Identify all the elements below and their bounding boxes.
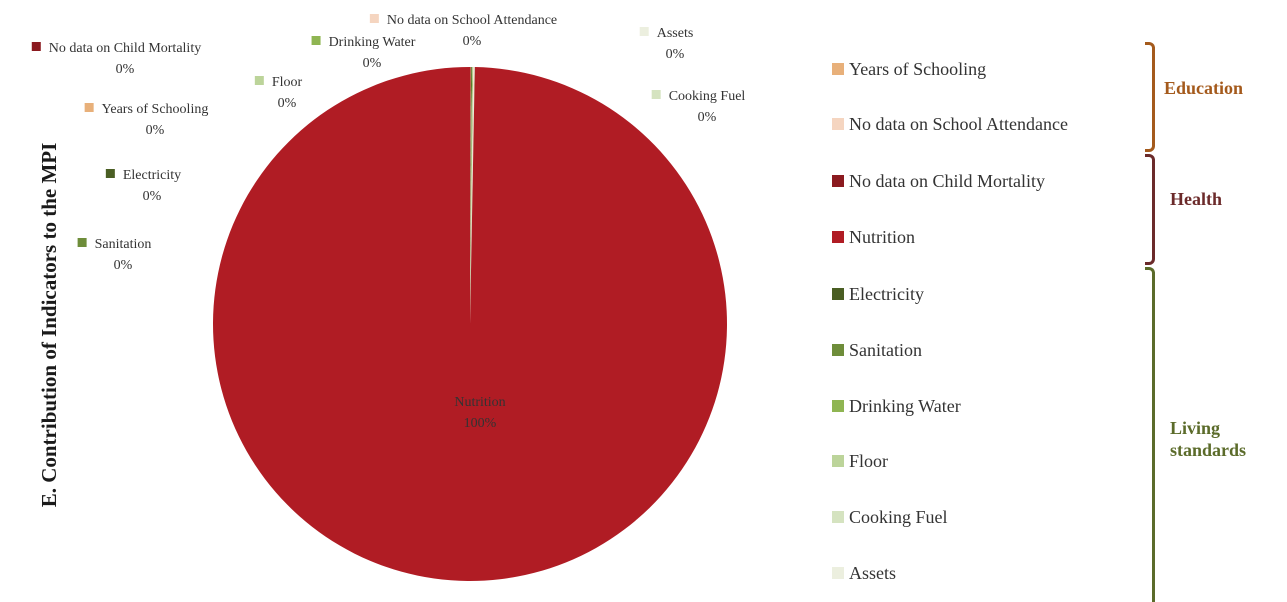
data-label-name: Electricity <box>123 168 181 183</box>
data-label-no-data-on-child-mortality: No data on Child Mortality 0% <box>31 41 201 77</box>
data-label-name: Nutrition <box>454 395 505 410</box>
data-label-sanitation: Sanitation 0% <box>77 237 152 273</box>
data-label-marker <box>77 238 87 247</box>
data-label-marker <box>105 169 115 178</box>
legend-group-health: Health <box>1170 189 1222 209</box>
data-label-name: No data on School Attendance <box>387 13 557 28</box>
data-label-marker <box>651 90 661 99</box>
legend-label: Drinking Water <box>849 395 961 416</box>
pie-slice-floor <box>470 67 473 324</box>
data-label-value: 100% <box>464 416 497 431</box>
data-label-nutrition: Nutrition 100% <box>454 395 505 431</box>
legend-swatch <box>832 567 844 579</box>
pie-slice-nutrition <box>212 67 727 582</box>
legend-group-bracket <box>1145 154 1155 265</box>
data-label-floor: Floor 0% <box>254 75 303 111</box>
data-label-no-data-on-school-attendance: No data on School Attendance 0% <box>369 13 557 49</box>
data-label-name: Sanitation <box>95 237 152 252</box>
data-label-years-of-schooling: Years of Schooling 0% <box>84 102 209 138</box>
data-label-cooking-fuel: Cooking Fuel 0% <box>651 89 746 125</box>
data-label-marker <box>254 76 264 85</box>
legend-label: Floor <box>849 450 889 471</box>
pie-slice-no-data-on-school-attendance <box>470 67 474 324</box>
legend-label: Years of Schooling <box>849 58 987 79</box>
pie-slice-drinking-water <box>470 67 474 324</box>
data-label-marker <box>31 42 41 51</box>
legend-label: Assets <box>849 562 897 583</box>
data-label-value: 0% <box>463 34 482 49</box>
data-label-electricity: Electricity 0% <box>105 168 181 204</box>
data-label-value: 0% <box>278 96 297 111</box>
chart-title: E. Contribution of Indicators to the MPI <box>37 143 61 508</box>
legend-item-floor: Floor <box>832 448 888 474</box>
legend-group-bracket <box>1145 42 1155 152</box>
legend-item-years-of-schooling: Years of Schooling <box>832 56 986 82</box>
data-label-marker <box>311 36 321 45</box>
legend-item-electricity: Electricity <box>832 281 924 307</box>
legend-label: Nutrition <box>849 226 915 247</box>
legend-swatch <box>832 288 844 300</box>
data-label-assets: Assets 0% <box>639 26 694 62</box>
legend-swatch <box>832 118 844 130</box>
data-label-name: Floor <box>272 75 303 90</box>
data-label-value: 0% <box>363 56 382 71</box>
pie-slice-no-data-on-child-mortality <box>470 67 471 324</box>
legend-item-no-data-on-school-attendance: No data on School Attendance <box>832 111 1068 137</box>
data-label-name: Years of Schooling <box>102 102 209 117</box>
legend-group-bracket <box>1145 267 1155 602</box>
pie-slice-assets <box>470 67 475 324</box>
legend-item-nutrition: Nutrition <box>832 224 915 250</box>
data-label-name: Drinking Water <box>329 35 416 50</box>
legend-label: Cooking Fuel <box>849 506 948 527</box>
data-label-marker <box>639 27 649 36</box>
legend-swatch <box>832 455 844 467</box>
legend-item-drinking-water: Drinking Water <box>832 393 961 419</box>
data-label-name: No data on Child Mortality <box>49 41 201 56</box>
data-label-value: 0% <box>666 47 685 62</box>
legend-label: No data on Child Mortality <box>849 170 1045 191</box>
legend-swatch <box>832 344 844 356</box>
legend-swatch <box>832 511 844 523</box>
data-label-name: Cooking Fuel <box>669 89 746 104</box>
pie-slice-years-of-schooling <box>470 67 472 325</box>
pie-slice-sanitation <box>470 67 473 325</box>
legend-swatch <box>832 175 844 187</box>
pie-slice-cooking-fuel <box>470 67 475 324</box>
legend-swatch <box>832 400 844 412</box>
legend: Years of Schooling No data on School Atte… <box>832 0 1246 602</box>
data-label-value: 0% <box>143 189 162 204</box>
legend-label: No data on School Attendance <box>849 113 1068 134</box>
legend-swatch <box>832 63 844 75</box>
data-label-drinking-water: Drinking Water 0% <box>311 35 416 71</box>
legend-swatch <box>832 231 844 243</box>
data-label-marker <box>369 14 379 23</box>
data-label-value: 0% <box>146 123 165 138</box>
data-label-value: 0% <box>116 62 135 77</box>
data-label-value: 0% <box>114 258 133 273</box>
legend-item-sanitation: Sanitation <box>832 337 922 363</box>
legend-group-education: Education <box>1164 78 1244 98</box>
legend-group-living-standards: Living standards <box>1170 418 1247 460</box>
data-label-name: Assets <box>657 26 694 41</box>
legend-item-assets: Assets <box>832 560 896 586</box>
legend-item-cooking-fuel: Cooking Fuel <box>832 504 948 530</box>
legend-label: Electricity <box>849 283 924 304</box>
pie-slice-electricity <box>470 67 472 324</box>
legend-item-no-data-on-child-mortality: No data on Child Mortality <box>832 168 1045 194</box>
data-label-value: 0% <box>698 110 717 125</box>
data-label-marker <box>84 103 94 112</box>
legend-label: Sanitation <box>849 339 922 360</box>
